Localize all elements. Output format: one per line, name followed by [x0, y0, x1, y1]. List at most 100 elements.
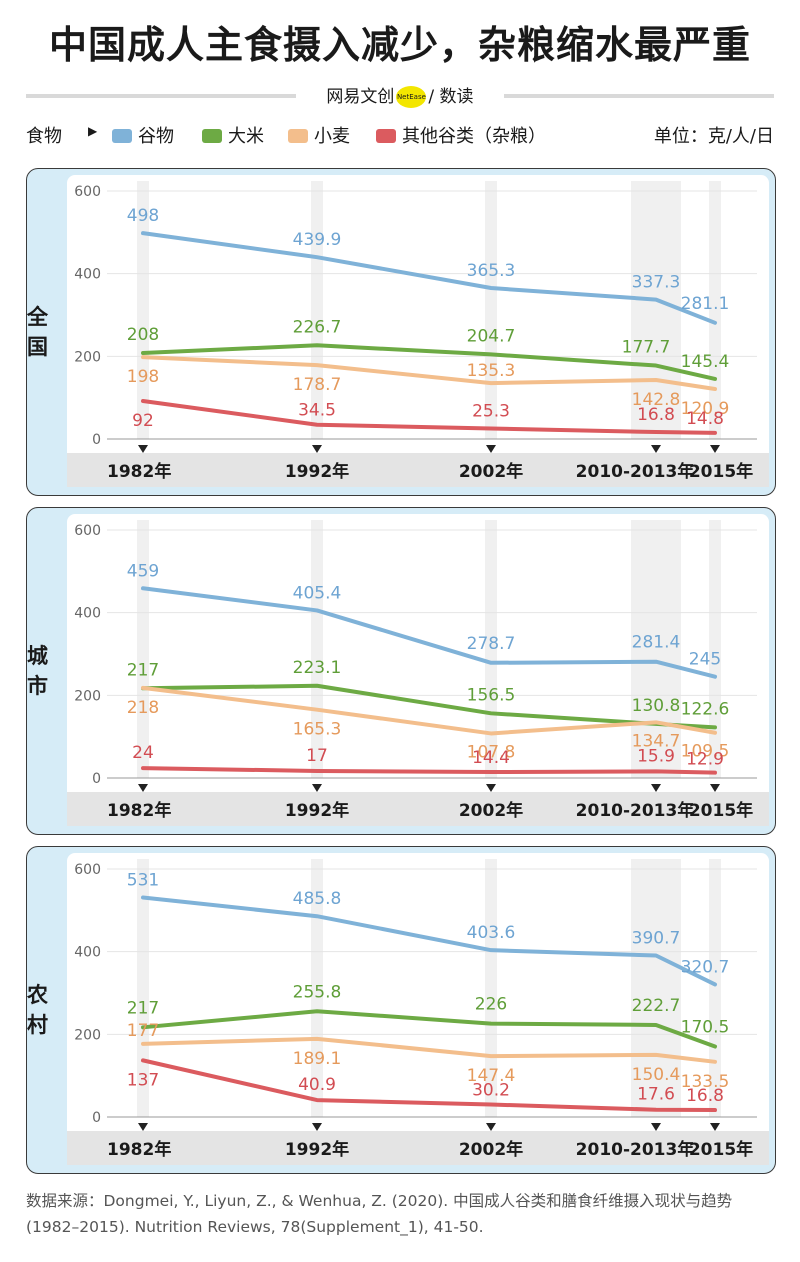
year-stripe [311, 520, 323, 778]
y-tick-label: 600 [74, 862, 101, 878]
data-label: 107.8 [467, 742, 516, 762]
chart-panel-national: 全国 0 200 400 600 1982年 1992年 2002年 2010-2013年 20… [26, 168, 776, 496]
series-line [141, 355, 717, 392]
x-tick-label: 1982年 [107, 800, 171, 821]
y-tick-label: 0 [92, 1110, 101, 1126]
x-tick-marker [138, 445, 148, 453]
data-label: 218 [127, 698, 159, 718]
y-tick-label: 600 [74, 523, 101, 539]
data-label: 189.1 [293, 1049, 342, 1069]
panel-label-text: 城市 [27, 644, 48, 698]
data-label: 226 [475, 995, 507, 1015]
data-label: 24 [132, 743, 154, 763]
series-line [141, 766, 717, 775]
series-line [141, 398, 717, 435]
x-tick-marker [651, 1123, 661, 1131]
data-label: 17 [306, 746, 328, 766]
x-tick-marker [710, 445, 720, 453]
data-label: 390.7 [632, 929, 681, 949]
data-label: 134.7 [632, 731, 681, 751]
data-label: 405.4 [293, 583, 342, 603]
year-stripe [631, 181, 681, 439]
data-label: 217 [127, 660, 159, 680]
x-tick-label: 1992年 [285, 461, 349, 482]
data-label: 147.4 [467, 1066, 516, 1086]
line-chart-rural: 0 200 400 600 1982年 1992年 2002年 2010-2013年2015年… [67, 859, 769, 1165]
brand: 网易文创 NetEase / 数读 [26, 82, 774, 108]
data-label: 226.7 [293, 317, 342, 337]
x-tick-marker [486, 445, 496, 453]
x-tick-label: 2010-2013年 [576, 1139, 695, 1160]
data-label: 15.9 [637, 746, 675, 766]
data-label: 92 [132, 411, 154, 431]
data-label: 40.9 [298, 1075, 336, 1095]
series-line [141, 1036, 717, 1064]
data-label: 145.4 [681, 352, 730, 372]
x-tick-marker [486, 1123, 496, 1131]
data-label: 120.9 [681, 399, 730, 419]
data-label: 16.8 [686, 1086, 724, 1106]
legend-label: 小麦 [314, 126, 350, 147]
legend-item-grain: 谷物 [112, 122, 174, 148]
data-label: 245 [689, 650, 721, 670]
data-label: 281.1 [681, 294, 730, 314]
legend-item-rice: 大米 [202, 122, 264, 148]
brand-column: / 数读 [428, 87, 474, 107]
x-tick-marker [486, 784, 496, 792]
data-label: 208 [127, 325, 159, 345]
data-label: 223.1 [293, 658, 342, 678]
y-tick-label: 0 [92, 771, 101, 787]
x-tick-label: 2015年 [689, 461, 753, 482]
x-tick-marker [138, 784, 148, 792]
y-tick-label: 200 [74, 349, 101, 365]
y-tick-label: 200 [74, 1027, 101, 1043]
data-label: 130.8 [632, 696, 681, 716]
year-stripe [485, 181, 497, 439]
brand-name: 网易文创 [326, 87, 395, 107]
data-label: 217 [127, 998, 159, 1018]
x-tick-marker [710, 1123, 720, 1131]
data-label: 278.7 [467, 634, 516, 654]
x-tick-marker [312, 445, 322, 453]
year-stripe [137, 520, 149, 778]
data-label: 30.2 [472, 1081, 510, 1101]
year-stripe [311, 181, 323, 439]
data-label: 459 [127, 561, 159, 581]
legend-item-wheat: 小麦 [288, 122, 350, 148]
year-stripe [311, 859, 323, 1117]
chart-panel-rural: 农村 0 200 400 600 1982年 1992年 2002年 2010-2013年 20… [26, 846, 776, 1174]
year-stripe [709, 859, 721, 1117]
x-tick-label: 2015年 [689, 800, 753, 821]
x-axis-band [67, 1131, 769, 1165]
data-label: 14.4 [472, 748, 510, 768]
year-stripe [709, 520, 721, 778]
series-line [141, 343, 717, 381]
triangle-right-icon: ▶ [88, 124, 98, 138]
data-label: 14.8 [686, 409, 724, 429]
data-label: 170.5 [681, 1018, 730, 1038]
page-title: 中国成人主食摄入减少，杂粮缩水最严重 [48, 23, 751, 67]
data-label: 133.5 [681, 1072, 730, 1092]
data-label: 403.6 [467, 923, 516, 943]
data-label: 177 [127, 1021, 159, 1041]
x-tick-label: 1992年 [285, 800, 349, 821]
data-label: 204.7 [467, 326, 516, 346]
data-label: 150.4 [632, 1065, 681, 1085]
data-label: 198 [127, 367, 159, 387]
panel-label-text: 全国 [27, 305, 48, 359]
legend-swatch [202, 128, 222, 143]
data-label: 25.3 [472, 402, 510, 422]
data-label: 485.8 [293, 889, 342, 909]
data-label: 109.5 [681, 742, 730, 762]
data-label: 337.3 [632, 273, 681, 293]
brand-bar: 网易文创 NetEase / 数读 [26, 82, 774, 108]
year-stripe [137, 181, 149, 439]
x-tick-marker [138, 1123, 148, 1131]
brand-logo-icon: NetEase [396, 86, 427, 108]
y-tick-label: 400 [74, 945, 101, 961]
data-label: 365.3 [467, 261, 516, 281]
data-label: 34.5 [298, 401, 336, 421]
x-tick-label: 1992年 [285, 1139, 349, 1160]
y-tick-label: 600 [74, 184, 101, 200]
data-label: 177.7 [622, 338, 671, 358]
